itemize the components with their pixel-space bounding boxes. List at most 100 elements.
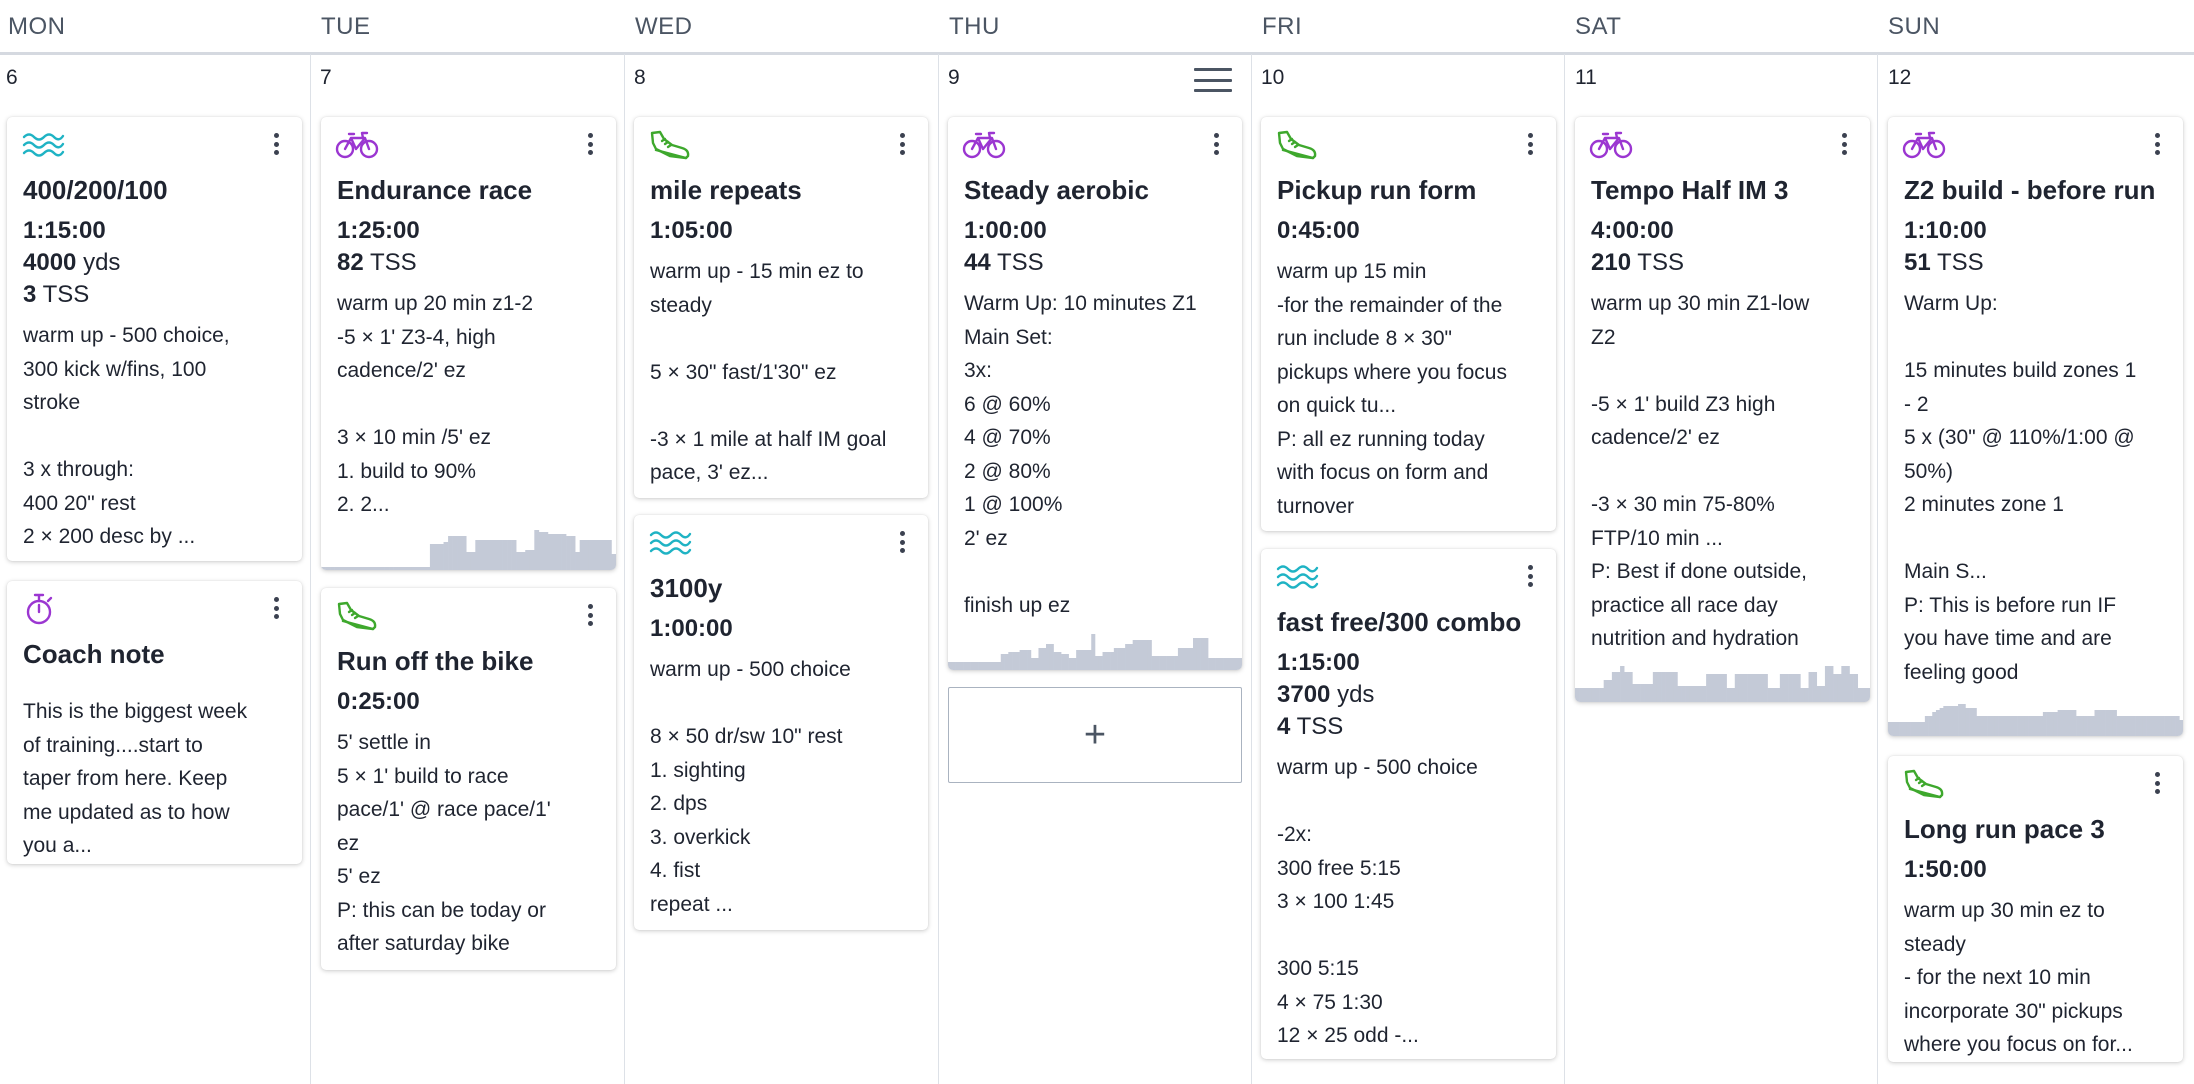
workout-title: Long run pace 3 — [1904, 814, 2105, 844]
workout-title: Coach note — [23, 639, 165, 669]
duration-value: 0:25:00 — [337, 688, 420, 715]
workout-card-swim[interactable]: 400/200/100 1:15:00 4000 yds 3 TSS warm up -… — [7, 117, 302, 561]
workout-card-run[interactable]: Long run pace 3 1:50:00 warm up 30 min ez … — [1888, 756, 2183, 1062]
tss-value: 44 — [964, 249, 991, 276]
column-divider — [624, 54, 625, 1084]
workout-duration: 1:15:00 — [23, 215, 288, 247]
workout-title: fast free/300 combo — [1277, 607, 1522, 637]
tss-value: 51 — [1904, 249, 1931, 276]
day-number: 9 — [948, 66, 960, 89]
workout-description: warm up - 500 choice -2x: 300 free 5:15 … — [1277, 756, 1478, 1047]
workout-details: 4:00:00 210 TSS warm up 30 min Z1-low Z2 -… — [1591, 215, 1856, 656]
workout-details: 1:50:00 warm up 30 min ez to steady - for… — [1904, 854, 2169, 1062]
workout-card-swim[interactable]: fast free/300 combo 1:15:00 3700 yds 4 TSS w… — [1261, 549, 1556, 1059]
workout-description: warm up 20 min z1-2 -5 × 1' Z3-4, high c… — [337, 292, 534, 516]
duration-value: 1:15:00 — [23, 217, 106, 244]
day-header-sat: SAT — [1575, 13, 1622, 40]
workout-card-bike[interactable]: Z2 build - before run 1:10:00 51 TSS Warm U… — [1888, 117, 2183, 736]
workout-title: Tempo Half IM 3 — [1591, 175, 1789, 205]
workout-tss: 44 TSS — [964, 247, 1228, 279]
day-header-mon: MON — [8, 13, 66, 40]
workout-duration: 1:10:00 — [1904, 215, 2169, 247]
workout-distance: 3700 yds — [1277, 679, 1542, 711]
day-header-fri: FRI — [1262, 13, 1303, 40]
workout-duration: 1:05:00 — [650, 215, 914, 247]
add-workout-button[interactable]: + — [948, 687, 1242, 783]
intensity-sparkline — [948, 630, 1242, 670]
tss-unit: TSS — [369, 249, 417, 276]
workout-card-bike[interactable]: Tempo Half IM 3 4:00:00 210 TSS warm up 30 … — [1575, 117, 1870, 702]
tss-value: 82 — [337, 249, 364, 276]
intensity-sparkline — [321, 530, 616, 570]
header-divider — [0, 52, 2194, 55]
more-options-icon[interactable] — [2155, 133, 2161, 155]
duration-value: 1:05:00 — [650, 217, 733, 244]
workout-card-run[interactable]: Run off the bike 0:25:00 5' settle in 5 × … — [321, 588, 616, 970]
column-divider — [1564, 54, 1565, 1084]
workout-description: 5' settle in 5 × 1' build to race pace/1… — [337, 731, 551, 955]
more-options-icon[interactable] — [1528, 565, 1534, 587]
duration-value: 0:45:00 — [1277, 217, 1360, 244]
workout-description: warm up 30 min Z1-low Z2 -5 × 1' build Z… — [1591, 292, 1810, 650]
more-options-icon[interactable] — [1528, 133, 1534, 155]
day-menu-icon[interactable] — [1194, 68, 1232, 92]
day-header-tue: TUE — [321, 13, 371, 40]
more-options-icon[interactable] — [1842, 133, 1848, 155]
column-divider — [1251, 54, 1252, 1084]
more-options-icon[interactable] — [274, 133, 280, 155]
intensity-sparkline — [1888, 696, 2183, 736]
workout-card-run[interactable]: mile repeats 1:05:00 warm up - 15 min ez t… — [634, 117, 928, 498]
more-options-icon[interactable] — [1214, 133, 1220, 155]
workout-card-run[interactable]: Pickup run form 0:45:00 warm up 15 min -fo… — [1261, 117, 1556, 531]
duration-value: 1:10:00 — [1904, 217, 1987, 244]
day-number: 10 — [1261, 66, 1285, 89]
workout-details: This is the biggest week of training....… — [23, 679, 288, 863]
workout-tss: 210 TSS — [1591, 247, 1856, 279]
more-options-icon[interactable] — [588, 604, 594, 626]
more-options-icon[interactable] — [900, 531, 906, 553]
tss-value: 4 — [1277, 713, 1291, 740]
workout-title: Steady aerobic — [964, 175, 1149, 205]
workout-duration: 1:00:00 — [964, 215, 1228, 247]
workout-description: warm up 30 min ez to steady - for the ne… — [1904, 899, 2133, 1056]
workout-duration: 1:00:00 — [650, 613, 914, 645]
more-options-icon[interactable] — [2155, 772, 2161, 794]
workout-duration: 1:15:00 — [1277, 647, 1542, 679]
distance-value: 4000 — [23, 249, 77, 276]
workout-details: 1:00:00 44 TSS Warm Up: 10 minutes Z1 Main… — [964, 215, 1228, 622]
more-options-icon[interactable] — [900, 133, 906, 155]
tss-value: 3 — [23, 281, 37, 308]
duration-value: 1:25:00 — [337, 217, 420, 244]
shoe-icon — [335, 598, 379, 634]
day-number: 11 — [1575, 66, 1597, 89]
workout-details: 1:05:00 warm up - 15 min ez to steady 5 ×… — [650, 215, 914, 490]
swim-icon — [648, 525, 692, 561]
column-divider — [310, 54, 311, 1084]
bike-icon — [335, 127, 379, 163]
more-options-icon[interactable] — [588, 133, 594, 155]
workout-card-bike[interactable]: Endurance race 1:25:00 82 TSS warm up 20 mi… — [321, 117, 616, 570]
workout-card-bike[interactable]: Steady aerobic 1:00:00 44 TSS Warm Up: 10 m… — [948, 117, 1242, 670]
workout-tss: 3 TSS — [23, 279, 288, 311]
column-divider — [1877, 54, 1878, 1084]
workout-details: 1:15:00 3700 yds 4 TSS warm up - 500 choice… — [1277, 647, 1542, 1053]
workout-tss: 51 TSS — [1904, 247, 2169, 279]
coach-note-card[interactable]: Coach note This is the biggest week of tr… — [7, 581, 302, 864]
workout-title: 3100y — [650, 573, 723, 603]
workout-tss: 4 TSS — [1277, 711, 1542, 743]
duration-value: 1:00:00 — [650, 615, 733, 642]
bike-icon — [962, 127, 1006, 163]
distance-unit: yds — [1337, 681, 1375, 708]
day-number: 7 — [320, 66, 332, 89]
shoe-icon — [648, 127, 692, 163]
workout-card-swim[interactable]: 3100y 1:00:00 warm up - 500 choice 8 × 50 … — [634, 515, 928, 930]
workout-details: 1:00:00 warm up - 500 choice 8 × 50 dr/sw… — [650, 613, 914, 921]
workout-distance: 4000 yds — [23, 247, 288, 279]
more-options-icon[interactable] — [274, 597, 280, 619]
intensity-sparkline — [1575, 662, 1870, 702]
shoe-icon — [1902, 766, 1946, 802]
workout-duration: 0:25:00 — [337, 686, 602, 718]
bike-icon — [1902, 127, 1946, 163]
day-number: 6 — [6, 66, 18, 89]
